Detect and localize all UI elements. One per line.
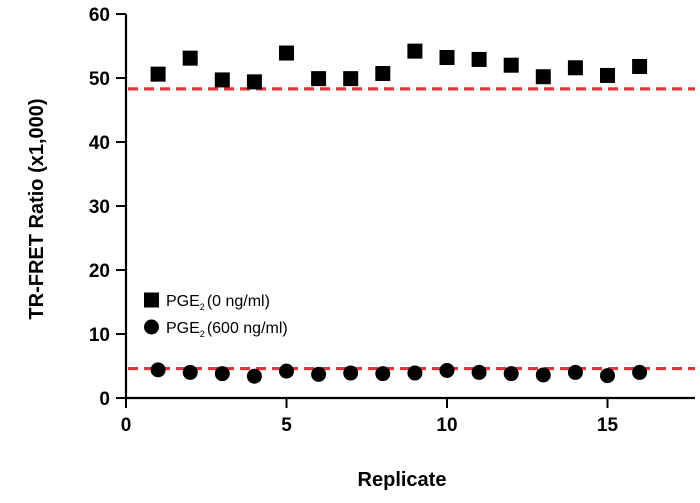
legend-label: PGE2 (600 ng/ml) [166,320,288,339]
data-point-circle [600,368,615,384]
data-point-square [375,66,391,82]
x-tick-label: 15 [597,415,619,436]
data-point-square [311,71,327,87]
data-point-square [246,74,262,90]
y-tick-label: 60 [89,5,110,26]
y-tick-label: 20 [89,261,110,282]
data-point-square [343,71,359,87]
legend-square-marker [144,292,159,308]
data-point-square [632,58,648,74]
data-point-square [535,69,551,85]
data-point-circle [439,362,455,378]
legend: PGE2 (0 ng/ml) PGE2 (600 ng/ml) [144,292,288,339]
data-point-circle [471,364,487,380]
data-point-square [407,43,423,59]
data-point-circle [343,365,359,381]
x-tick-label: 0 [121,415,132,436]
data-point-square [150,66,166,82]
y-tick-label: 30 [89,197,110,218]
data-point-square [471,51,487,67]
data-point-circle [150,362,166,378]
data-point-circle [632,364,648,380]
data-markers [150,43,648,384]
y-axis-ticks: 0 10 20 30 40 50 60 [89,5,126,410]
reference-lines [128,87,695,371]
data-point-circle [567,364,583,380]
y-axis-title: TR-FRET Ratio (x1,000) [26,98,48,319]
y-tick-label: 50 [89,69,110,90]
legend-circle-marker [144,319,159,335]
data-point-circle [246,368,262,384]
data-point-circle [182,364,198,380]
data-point-circle [311,366,327,382]
data-point-square [503,57,519,73]
y-tick-label: 0 [99,389,110,410]
legend-label: PGE2 (0 ng/ml) [166,293,270,312]
data-point-square [214,72,230,88]
data-point-square [439,50,455,66]
y-tick-label: 40 [89,133,110,154]
data-point-square [567,60,583,76]
x-axis-ticks: 0 5 10 15 [121,398,619,436]
data-point-square [182,50,198,66]
data-point-square [600,67,615,83]
x-tick-label: 5 [281,415,292,436]
data-point-circle [503,366,519,382]
data-point-circle [279,363,294,379]
data-point-circle [375,366,391,382]
data-point-circle [214,366,230,382]
data-point-square [279,45,294,61]
x-tick-label: 10 [436,415,457,436]
y-tick-label: 10 [89,325,110,346]
data-point-circle [407,365,423,381]
data-point-circle [535,367,551,383]
x-axis-title: Replicate [358,469,447,491]
axes: 0 10 20 30 40 50 60 0 5 10 15 [89,5,695,436]
